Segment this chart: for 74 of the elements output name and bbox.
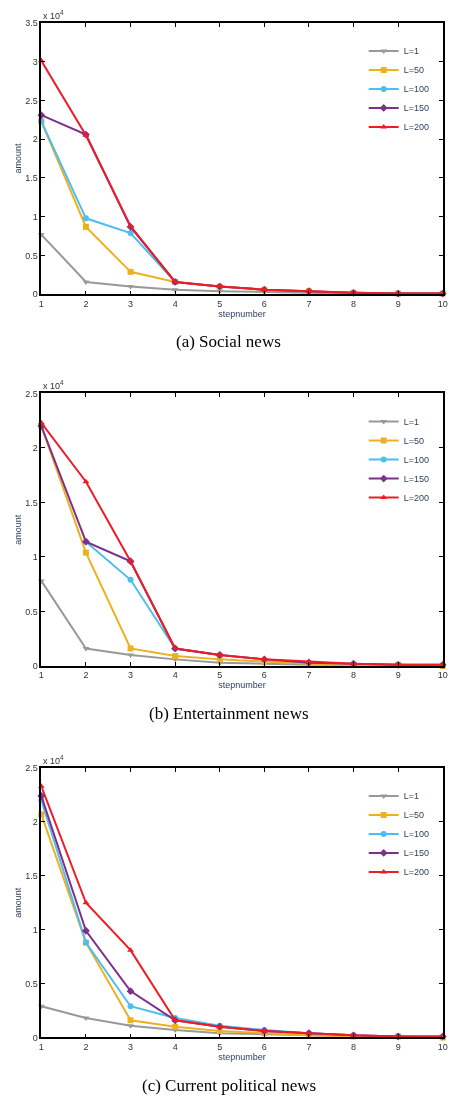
- legend-label: L=150: [403, 474, 429, 485]
- y-tick-label: 2: [32, 817, 38, 828]
- y-axis-title: amount: [13, 514, 24, 545]
- y-axis-title: amount: [13, 887, 24, 918]
- x-tick-label: 8: [351, 670, 357, 681]
- y-tick-label: 2.5: [25, 95, 38, 106]
- y-tick-label: 1.5: [25, 173, 38, 184]
- y-tick-label: 2: [32, 443, 38, 454]
- x-tick-label: 4: [172, 1042, 178, 1053]
- x-tick-label: 9: [395, 1042, 401, 1053]
- y-tick-label: 1.5: [25, 497, 38, 508]
- y-tick-label: 0.5: [25, 606, 38, 617]
- x-tick-label: 6: [261, 298, 267, 309]
- legend-label: L=200: [403, 122, 429, 133]
- x-tick-label: 2: [83, 1042, 89, 1053]
- legend-label: L=150: [403, 103, 429, 114]
- y-tick-label: 2.5: [25, 388, 38, 399]
- y-axis-title: amount: [13, 143, 24, 174]
- x-tick-label: 6: [261, 1042, 267, 1053]
- y-tick-label: 0: [32, 661, 38, 672]
- legend-label: L=1: [403, 791, 419, 802]
- x-tick-label: 10: [437, 1042, 448, 1053]
- x-tick-label: 4: [172, 298, 178, 309]
- x-tick-label: 9: [395, 298, 401, 309]
- legend-label: L=200: [403, 867, 429, 878]
- x-tick-label: 5: [217, 670, 223, 681]
- y-tick-label: 2: [32, 134, 38, 145]
- legend-label: L=200: [403, 493, 429, 504]
- x-tick-label: 5: [217, 1042, 223, 1053]
- y-tick-label: 1: [32, 552, 38, 563]
- text: x 10$^{4}$: [43, 9, 65, 21]
- text: (a) Social news: [176, 332, 281, 351]
- text: (b) Entertainment news: [149, 704, 309, 723]
- x-tick-label: 8: [351, 298, 357, 309]
- y-tick-label: 3: [32, 56, 38, 67]
- x-tick-label: 9: [395, 670, 401, 681]
- x-tick-label: 4: [172, 670, 178, 681]
- x-tick-label: 3: [128, 1042, 134, 1053]
- y-tick-label: 3.5: [25, 17, 38, 28]
- x-axis-title: stepnumber: [218, 308, 266, 319]
- legend-label: L=150: [403, 848, 429, 859]
- y-tick-label: 0: [32, 1032, 38, 1043]
- x-axis-title: stepnumber: [218, 680, 266, 691]
- x-tick-label: 8: [351, 1042, 357, 1053]
- x-tick-label: 10: [437, 298, 448, 309]
- y-tick-label: 1: [32, 211, 38, 222]
- legend-label: L=50: [403, 810, 424, 821]
- x-tick-label: 3: [128, 670, 134, 681]
- x-tick-label: 7: [306, 298, 312, 309]
- x-tick-label: 7: [306, 1042, 312, 1053]
- legend-label: L=50: [403, 436, 424, 447]
- y-tick-label: 0: [32, 289, 38, 300]
- y-tick-label: 1.5: [25, 870, 38, 881]
- x-axis-title: stepnumber: [218, 1052, 266, 1063]
- legend-label: L=100: [403, 829, 429, 840]
- x-tick-label: 3: [128, 298, 134, 309]
- text: x 10$^{4}$: [43, 379, 65, 391]
- legend-label: L=1: [403, 46, 419, 57]
- legend-label: L=50: [403, 65, 424, 76]
- legend-label: L=100: [403, 84, 429, 95]
- text: (c) Current political news: [142, 1076, 317, 1095]
- x-tick-label: 2: [83, 298, 89, 309]
- y-tick-label: 0.5: [25, 250, 38, 261]
- x-tick-label: 10: [437, 670, 448, 681]
- text: x 10$^{4}$: [43, 754, 65, 766]
- legend-label: L=1: [403, 417, 419, 428]
- x-tick-label: 5: [217, 298, 223, 309]
- y-tick-label: 1: [32, 924, 38, 935]
- y-tick-label: 0.5: [25, 978, 38, 989]
- x-tick-label: 2: [83, 670, 89, 681]
- legend-label: L=100: [403, 455, 429, 466]
- y-tick-label: 2.5: [25, 763, 38, 774]
- x-tick-label: 7: [306, 670, 312, 681]
- x-tick-label: 6: [261, 670, 267, 681]
